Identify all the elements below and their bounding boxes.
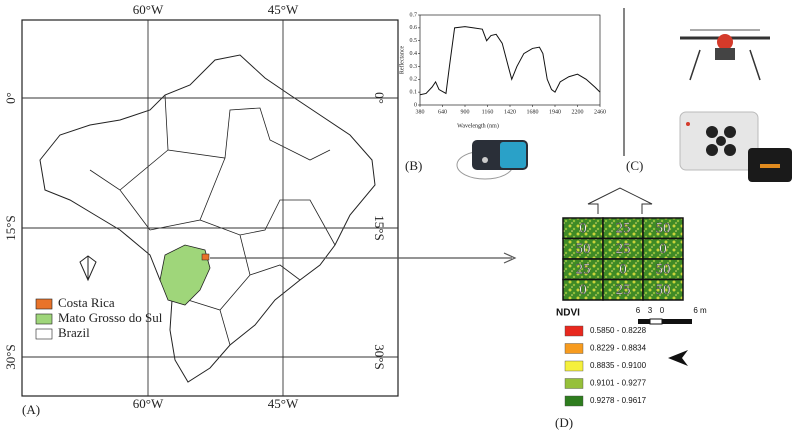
x-tick-label: 2200: [572, 109, 584, 115]
legend-swatch: [565, 379, 583, 389]
plot-label: 50: [576, 241, 591, 257]
legend-label: Brazil: [58, 325, 90, 340]
map: 60°W 45°W 60°W 45°W 0° 15°S 30°S 0° 15°S…: [3, 2, 515, 417]
y-tick-label: 0.1: [410, 90, 418, 96]
panel-label: (D): [555, 415, 573, 430]
plot-label: 0: [579, 282, 587, 298]
plot-grid: 0 25 50 50 25 0 25 0 50 0 25 50: [563, 218, 683, 300]
x-tick-label: 380: [416, 109, 425, 115]
y-tick-label: 0.7: [410, 12, 418, 18]
y-tick-label: 0.5: [410, 38, 418, 44]
panel-label: (A): [22, 402, 40, 417]
y-tick-label: 0: [414, 102, 417, 108]
scale-bar: 6 3 0 6 m: [636, 306, 707, 324]
lat-label: 0°: [3, 92, 18, 104]
y-tick-label: 0.3: [410, 64, 418, 70]
plot-label: 25: [616, 282, 631, 298]
scale-label: 3: [648, 306, 653, 315]
legend-label: 0.9278 - 0.9617: [590, 396, 647, 405]
legend-label: 0.8229 - 0.8834: [590, 344, 647, 353]
legend-swatch: [565, 326, 583, 336]
y-tick-label: 0.2: [410, 77, 418, 83]
x-tick-label: 640: [438, 109, 447, 115]
north-arrow: [668, 350, 688, 366]
lat-label: 30°S: [3, 344, 18, 369]
lon-label: 60°W: [133, 2, 164, 17]
legend-swatch: [565, 396, 583, 406]
camera-photo: [680, 112, 792, 182]
lon-label: 45°W: [268, 396, 299, 411]
ndvi-legend: NDVI 0.5850 - 0.8228 0.8229 - 0.8834 0.883…: [556, 308, 647, 406]
lat-label: 30°S: [372, 344, 387, 369]
plot-label: 50: [656, 282, 671, 298]
legend-label: Costa Rica: [58, 295, 115, 310]
plot-label: 0: [659, 241, 667, 257]
legend-label: 0.8835 - 0.9100: [590, 361, 647, 370]
y-tick-label: 0.4: [410, 51, 418, 57]
scale-label: 6: [636, 306, 641, 315]
spectrum-line: [420, 27, 600, 95]
legend-swatch: [565, 361, 583, 371]
legend-swatch: [565, 344, 583, 354]
plot-label: 25: [616, 241, 631, 257]
scale-label: 6 m: [693, 306, 707, 315]
legend-swatch: [36, 299, 52, 309]
legend-swatch: [36, 329, 52, 339]
legend-label: Mato Grosso do Sul: [58, 310, 163, 325]
plot-frame: [420, 15, 600, 105]
lon-label: 60°W: [133, 396, 164, 411]
x-tick-label: 1680: [527, 109, 539, 115]
scale-label: 0: [660, 306, 665, 315]
lat-label: 0°: [372, 92, 387, 104]
plot-label: 25: [576, 262, 591, 278]
lat-label: 15°S: [3, 215, 18, 240]
spectrometer-photo: [457, 140, 528, 179]
y-axis-label: Reflectance: [398, 46, 405, 75]
plot-label: 0: [579, 221, 587, 237]
x-tick-label: 2460: [594, 109, 606, 115]
x-tick-label: 900: [461, 109, 470, 115]
legend-label: 0.5850 - 0.8228: [590, 326, 647, 335]
spectrum-chart: Wavelength (nm) Reflectance 0 0.1 0.2 0.3 0.…: [398, 12, 606, 129]
up-arrow: [588, 188, 652, 214]
x-axis-label: Wavelength (nm): [457, 122, 499, 129]
legend-label: 0.9101 - 0.9277: [590, 379, 647, 388]
lon-label: 45°W: [268, 2, 299, 17]
y-tick-label: 0.6: [410, 25, 418, 31]
costa-rica: [202, 254, 209, 260]
plot-label: 25: [616, 221, 631, 237]
legend-swatch: [36, 314, 52, 324]
lat-label: 15°S: [372, 215, 387, 240]
drone-photo: [680, 30, 770, 80]
x-tick-label: 1940: [549, 109, 561, 115]
panel-label: (C): [626, 158, 643, 173]
plot-label: 50: [656, 221, 671, 237]
plot-label: 0: [619, 262, 627, 278]
plot-label: 50: [656, 262, 671, 278]
legend-title: NDVI: [556, 308, 580, 319]
figure: 60°W 45°W 60°W 45°W 0° 15°S 30°S 0° 15°S…: [0, 0, 793, 435]
x-tick-label: 1160: [482, 109, 494, 115]
panel-label: (B): [405, 158, 422, 173]
x-tick-label: 1420: [504, 109, 516, 115]
